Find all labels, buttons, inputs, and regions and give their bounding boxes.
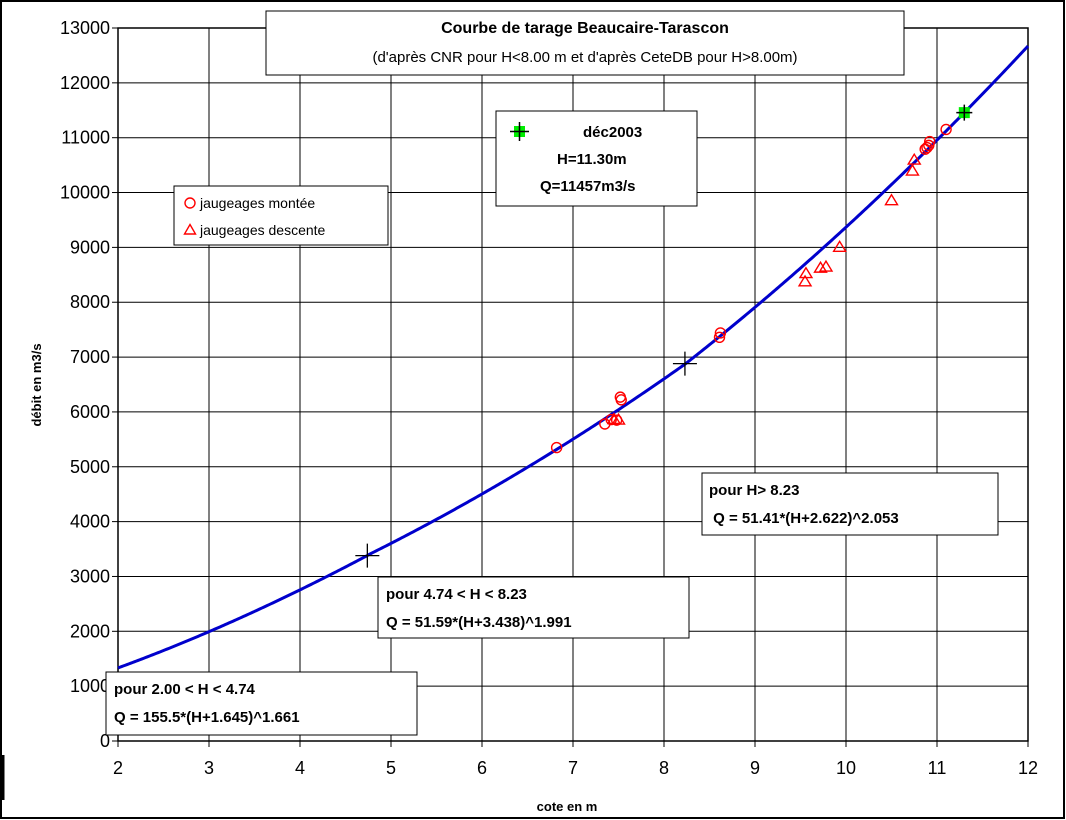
- point-montee: [924, 135, 936, 148]
- equation-box-range1-frame: [105, 671, 418, 736]
- rating-curve-layer: [117, 45, 1030, 670]
- legend-circle-marker: [184, 197, 196, 209]
- y-tick-label: 1000: [70, 676, 110, 696]
- point-montee: [713, 331, 726, 344]
- point-descente: [798, 266, 814, 279]
- y-tick-label: 11000: [61, 128, 110, 148]
- legend-frame: [173, 185, 389, 246]
- y-tick-label: 4000: [70, 512, 110, 532]
- legend-triangle-marker: [183, 223, 197, 235]
- point-descente: [813, 260, 828, 273]
- y-tick-label: 9000: [70, 237, 110, 257]
- x-tick-label: 9: [750, 758, 760, 778]
- x-tick-label: 11: [928, 758, 947, 778]
- title-box-frame: [265, 10, 905, 76]
- equation-box-range1: pour 2.00 < H < 4.74 Q = 155.5*(H+1.645)…: [105, 671, 418, 736]
- point-montee: [605, 413, 617, 426]
- point-descente: [611, 412, 626, 425]
- title-box: Courbe de tarage Beaucaire-Tarascon (d'a…: [265, 10, 905, 76]
- rating-curve-line: [117, 45, 1030, 670]
- y-tick-label: 5000: [70, 457, 110, 477]
- x-tick-label: 3: [204, 758, 214, 778]
- equation-range1-formula: Q = 155.5*(H+1.645)^1.661: [114, 709, 300, 726]
- point-descente: [884, 193, 899, 206]
- equation-box-range3: pour H> 8.23 Q = 51.41*(H+2.622)^2.053: [701, 472, 999, 536]
- chart-title: Courbe de tarage Beaucaire-Tarascon: [441, 20, 729, 37]
- point-descente: [832, 240, 847, 252]
- breakpoint-cross: [672, 351, 697, 376]
- y-tick-label: 13000: [60, 18, 110, 38]
- y-tick-label: 12000: [60, 73, 110, 93]
- point-montee: [940, 123, 952, 136]
- data-points-layer: [355, 104, 973, 568]
- highlight-point-cross: [956, 104, 973, 121]
- y-axis-title: débit en m3/s: [29, 343, 44, 426]
- equation-range3-condition: pour H> 8.23: [709, 482, 799, 499]
- equation-box-range3-frame: [701, 472, 999, 536]
- event-marker-cross: [510, 122, 529, 141]
- x-tick-label: 2: [113, 758, 123, 778]
- x-tick-label: 6: [477, 758, 487, 778]
- x-axis-title: cote en m: [537, 799, 598, 814]
- axis-ticks: 2 3 4 5 6 7 8 9 10 11 12 0 1000 2000 3000 4000 5000 6000 7…: [60, 18, 1038, 778]
- x-tick-label: 4: [295, 758, 305, 778]
- legend-label-descente: jaugeages descente: [199, 222, 326, 238]
- x-tick-label: 10: [836, 758, 856, 778]
- point-descente: [905, 163, 920, 176]
- point-descente: [797, 274, 813, 287]
- event-q: Q=11457m3/s: [540, 178, 636, 195]
- point-montee: [921, 141, 933, 154]
- y-tick-label: 2000: [70, 621, 110, 641]
- y-tick-label: 8000: [70, 292, 110, 312]
- y-tick-label: 7000: [70, 347, 110, 367]
- event-label: déc2003: [583, 124, 642, 141]
- event-box-frame: [495, 110, 698, 207]
- y-tick-label: 0: [100, 731, 110, 751]
- x-tick-label: 12: [1018, 758, 1038, 778]
- x-tick-label: 5: [386, 758, 396, 778]
- x-tick-label: 8: [659, 758, 669, 778]
- point-descente: [907, 152, 922, 165]
- x-tick-label: 7: [568, 758, 578, 778]
- y-tick-label: 10000: [60, 183, 110, 203]
- equation-range1-condition: pour 2.00 < H < 4.74: [114, 681, 256, 698]
- equation-range2-condition: pour 4.74 < H < 8.23: [386, 586, 527, 603]
- event-h: H=11.30m: [557, 151, 627, 168]
- point-montee: [550, 441, 563, 454]
- equation-range2-formula: Q = 51.59*(H+3.438)^1.991: [386, 614, 572, 631]
- point-montee: [714, 327, 727, 339]
- breakpoint-cross: [355, 543, 380, 568]
- chart-subtitle: (d'après CNR pour H<8.00 m et d'après Ce…: [372, 49, 797, 66]
- equation-range3-formula: Q = 51.41*(H+2.622)^2.053: [709, 510, 899, 527]
- legend: jaugeages montée jaugeages descente: [173, 185, 389, 246]
- equation-box-range2: pour 4.74 < H < 8.23 Q = 51.59*(H+3.438)…: [377, 576, 690, 639]
- point-montee: [615, 394, 627, 406]
- y-tick-label: 3000: [70, 566, 110, 586]
- equation-box-range2-frame: [377, 576, 690, 639]
- event-box: déc2003 H=11.30m Q=11457m3/s: [495, 110, 698, 207]
- point-descente: [818, 259, 834, 272]
- legend-label-montee: jaugeages montée: [199, 195, 315, 211]
- y-tick-label: 6000: [70, 402, 110, 422]
